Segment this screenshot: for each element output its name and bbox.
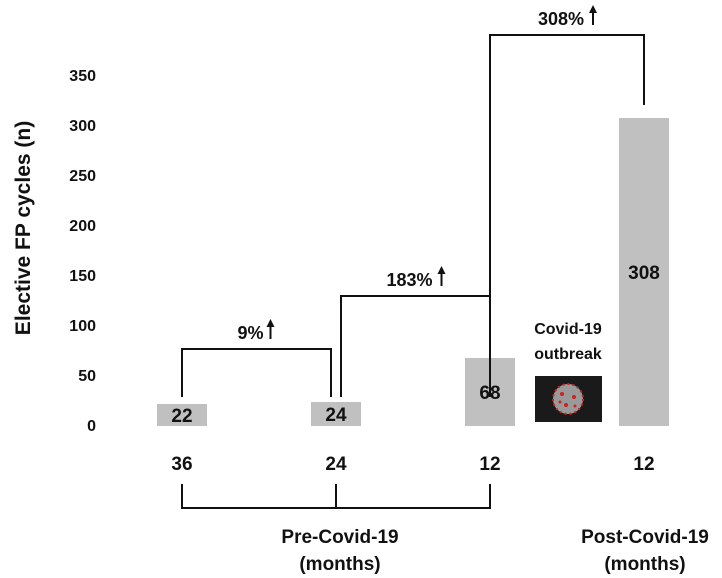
y-tick-label: 50 [78, 368, 96, 385]
increase-label: 9% [237, 323, 263, 343]
group-label-line2: (months) [604, 554, 685, 575]
y-tick-label: 0 [87, 418, 96, 435]
up-arrow-icon [266, 319, 275, 339]
increase-label: 183% [386, 270, 432, 290]
group-label-line1: Pre-Covid-19 [281, 527, 398, 548]
arrow-head [589, 5, 597, 13]
up-arrow-icon [437, 266, 446, 286]
y-tick-label: 100 [69, 318, 96, 335]
y-tick-label: 150 [69, 268, 96, 285]
arrow-head [437, 266, 446, 274]
up-arrow-icon [589, 5, 597, 25]
y-tick-label: 200 [69, 218, 96, 235]
y-tick-label: 350 [69, 68, 96, 85]
y-axis-ticks: 0 50 100 150 200 250 300 350 [69, 68, 96, 435]
increase-bracket: 308% [489, 5, 645, 352]
annotation-line2: outbreak [534, 346, 602, 363]
bars [157, 118, 669, 426]
increase-bracket: 9% [181, 319, 332, 397]
coronavirus-icon [535, 376, 602, 422]
bracket-line [489, 34, 645, 352]
increase-brackets: 9% 183% 308% [181, 5, 645, 397]
group-brackets: Pre-Covid-19 (months) Post-Covid-19 (months… [181, 484, 709, 575]
covid-outbreak-annotation: Covid-19 outbreak [534, 321, 602, 422]
bar-value-label: 308 [628, 263, 660, 284]
arrow-head [266, 319, 275, 327]
bar-value-label: 22 [171, 406, 192, 427]
x-axis-ticks: 36 24 12 12 [171, 454, 654, 475]
y-tick-label: 300 [69, 118, 96, 135]
x-tick-label: 12 [633, 454, 654, 475]
bracket-line [181, 348, 332, 397]
pre-covid-bracket [181, 484, 491, 509]
y-tick-label: 250 [69, 168, 96, 185]
y-axis-label: Elective FP cycles (n) [12, 121, 35, 335]
increase-bracket: 183% [340, 266, 491, 397]
increase-label: 308% [538, 9, 584, 29]
group-label-line2: (months) [299, 554, 380, 575]
x-tick-label: 12 [479, 454, 500, 475]
x-tick-label: 36 [171, 454, 192, 475]
bar [619, 118, 669, 426]
group-label-line1: Post-Covid-19 [581, 527, 709, 548]
bar-value-label: 24 [325, 405, 347, 426]
annotation-line1: Covid-19 [534, 321, 602, 338]
bar [311, 402, 361, 426]
x-tick-label: 24 [325, 454, 347, 475]
bar [157, 404, 207, 426]
